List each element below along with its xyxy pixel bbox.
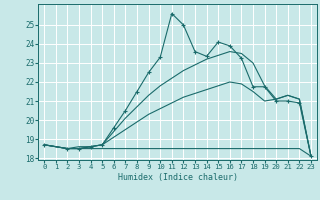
X-axis label: Humidex (Indice chaleur): Humidex (Indice chaleur) bbox=[118, 173, 238, 182]
